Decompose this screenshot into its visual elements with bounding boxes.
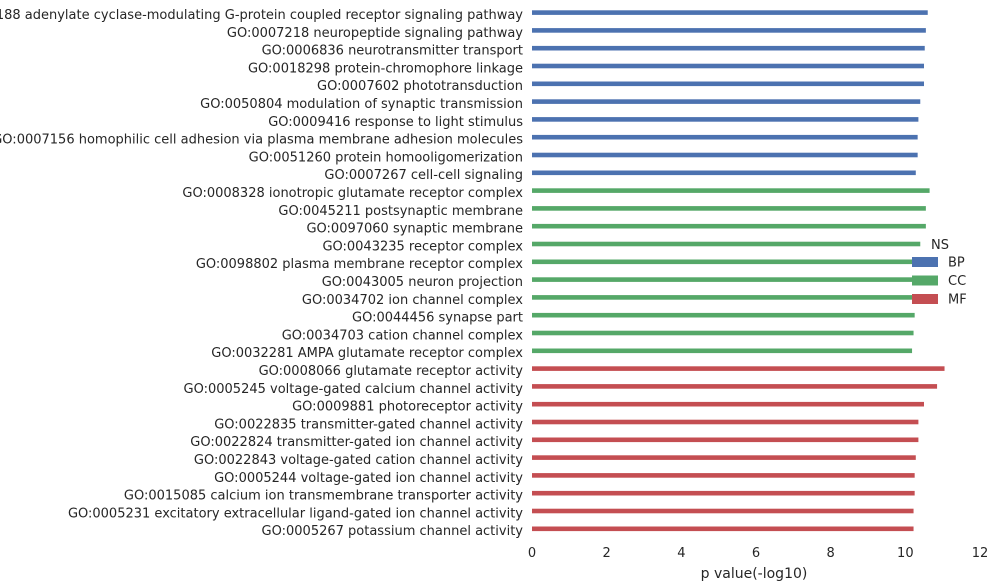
bar-bp bbox=[532, 10, 928, 15]
bar-mf bbox=[532, 419, 919, 425]
category-label: GO:0034702 ion channel complex bbox=[302, 293, 523, 308]
bars-layer bbox=[532, 10, 945, 532]
legend-label-bp: BP bbox=[948, 256, 965, 271]
bar-cc bbox=[532, 188, 930, 193]
category-label: GO:0007156 homophilic cell adhesion via … bbox=[0, 133, 523, 148]
bar-cc bbox=[532, 223, 926, 229]
category-label: GO:0045211 postsynaptic membrane bbox=[278, 204, 523, 219]
bar-cc bbox=[532, 295, 917, 300]
category-label: GO:0097060 synaptic membrane bbox=[306, 222, 523, 237]
category-label: GO:0007218 neuropeptide signaling pathwa… bbox=[227, 26, 523, 41]
category-label: GO:0008328 ionotropic glutamate receptor… bbox=[182, 186, 523, 201]
legend: NS BP CC MF bbox=[912, 238, 967, 308]
bar-mf bbox=[532, 526, 914, 532]
legend-title: NS bbox=[931, 238, 949, 253]
bar-mf bbox=[532, 455, 916, 460]
x-tick-label: 0 bbox=[528, 546, 536, 561]
category-label: GO:0043235 receptor complex bbox=[322, 239, 523, 254]
category-label: GO:0005231 excitatory extracellular liga… bbox=[68, 506, 523, 521]
bar-mf bbox=[532, 490, 915, 496]
bar-bp bbox=[532, 170, 916, 176]
bar-bp bbox=[532, 45, 925, 51]
category-label: GO:0050804 modulation of synaptic transm… bbox=[200, 97, 523, 112]
category-label: GO:0015085 calcium ion transmembrane tra… bbox=[124, 489, 523, 504]
bar-bp bbox=[532, 28, 926, 33]
bar-bp bbox=[532, 117, 919, 122]
bar-cc bbox=[532, 312, 915, 318]
bar-bp bbox=[532, 99, 921, 104]
legend-label-mf: MF bbox=[948, 293, 967, 308]
category-label: GO:0007267 cell-cell signaling bbox=[324, 168, 523, 183]
category-label: GO:0018298 protein-chromophore linkage bbox=[248, 61, 523, 76]
bar-mf bbox=[532, 366, 945, 371]
category-label: GO:0005267 potassium channel activity bbox=[262, 524, 524, 539]
bar-mf bbox=[532, 401, 924, 407]
legend-swatch-bp bbox=[912, 257, 938, 267]
category-label: GO:0022835 transmitter-gated channel act… bbox=[214, 417, 523, 432]
bar-cc bbox=[532, 277, 917, 282]
category-label: GO:0007602 phototransduction bbox=[317, 79, 523, 94]
x-axis-label: p value(-log10) bbox=[701, 566, 808, 582]
x-tick-label: 4 bbox=[677, 546, 685, 561]
bar-cc bbox=[532, 330, 914, 336]
x-axis: 0 2 4 6 8 10 12 bbox=[528, 546, 988, 561]
category-label: GO:0009881 photoreceptor activity bbox=[292, 400, 523, 415]
category-label: GO:0005245 voltage-gated calcium channel… bbox=[184, 382, 524, 397]
x-tick-label: 2 bbox=[603, 546, 611, 561]
x-tick-label: 8 bbox=[827, 546, 835, 561]
bar-mf bbox=[532, 384, 938, 389]
bar-cc bbox=[532, 259, 917, 265]
category-label: GO:0032281 AMPA glutamate receptor compl… bbox=[211, 346, 523, 361]
category-label: GO:0009416 response to light stimulus bbox=[268, 115, 523, 130]
legend-swatch-mf bbox=[912, 294, 938, 304]
x-tick-label: 12 bbox=[972, 546, 989, 561]
category-label: GO:0044456 synapse part bbox=[352, 311, 523, 326]
category-label: GO:0022843 voltage-gated cation channel … bbox=[194, 453, 523, 468]
bar-cc bbox=[532, 348, 913, 354]
bar-bp bbox=[532, 152, 918, 158]
category-label: GO:0005244 voltage-gated ion channel act… bbox=[214, 471, 523, 486]
category-label: GO:0043005 neuron projection bbox=[322, 275, 523, 290]
bar-cc bbox=[532, 241, 921, 247]
category-label: GO:0022824 transmitter-gated ion channel… bbox=[190, 435, 523, 450]
category-label: GO:0098802 plasma membrane receptor comp… bbox=[196, 257, 523, 272]
bar-mf bbox=[532, 437, 919, 443]
bar-mf bbox=[532, 508, 914, 514]
bar-bp bbox=[532, 81, 924, 87]
x-tick-label: 10 bbox=[897, 546, 914, 561]
category-labels: GO:0007188 adenylate cyclase-modulating … bbox=[0, 8, 523, 539]
category-label: GO:0051260 protein homooligomerization bbox=[249, 150, 523, 165]
bar-bp bbox=[532, 134, 918, 140]
category-label: GO:0008066 glutamate receptor activity bbox=[259, 364, 524, 379]
bar-bp bbox=[532, 63, 924, 69]
bar-cc bbox=[532, 206, 926, 211]
x-tick-label: 6 bbox=[752, 546, 760, 561]
category-label: GO:0006836 neurotransmitter transport bbox=[262, 44, 523, 59]
category-label: GO:0007188 adenylate cyclase-modulating … bbox=[0, 8, 523, 23]
legend-label-cc: CC bbox=[948, 274, 966, 289]
bar-mf bbox=[532, 473, 915, 478]
category-label: GO:0034703 cation channel complex bbox=[282, 328, 524, 343]
legend-swatch-cc bbox=[912, 275, 938, 286]
